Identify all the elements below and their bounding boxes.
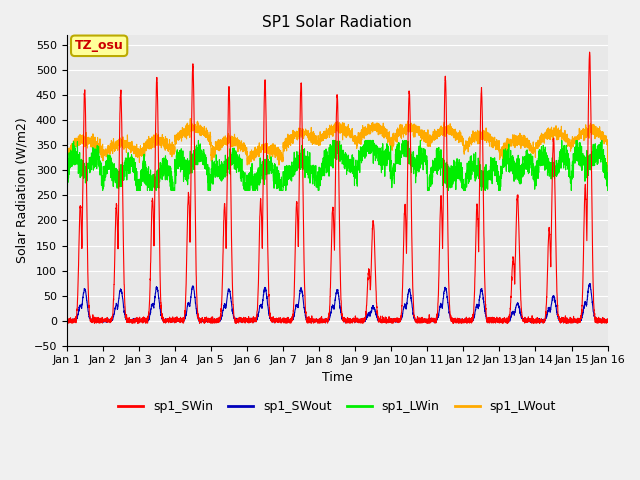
sp1_LWout <box>458 140 466 146</box>
sp1_SWout <box>489 316 497 322</box>
Line: sp1_LWout: sp1_LWout <box>67 119 607 176</box>
sp1_LWin <box>490 164 497 169</box>
Legend: sp1_SWin, sp1_SWout, sp1_LWin, sp1_LWout: sp1_SWin, sp1_SWout, sp1_LWin, sp1_LWout <box>113 396 561 418</box>
sp1_SWout <box>604 318 611 324</box>
Text: TZ_osu: TZ_osu <box>75 39 124 52</box>
Title: SP1 Solar Radiation: SP1 Solar Radiation <box>262 15 412 30</box>
sp1_SWin <box>429 319 436 324</box>
sp1_LWout <box>489 145 497 151</box>
sp1_LWout <box>186 116 194 121</box>
sp1_SWout <box>160 318 168 324</box>
sp1_SWin <box>63 317 70 323</box>
sp1_SWin <box>160 318 168 324</box>
X-axis label: Time: Time <box>322 371 353 384</box>
sp1_LWout <box>603 137 611 143</box>
sp1_SWin <box>458 317 466 323</box>
sp1_LWin <box>63 188 71 193</box>
sp1_SWout <box>63 318 70 324</box>
Line: sp1_SWin: sp1_SWin <box>67 52 607 323</box>
sp1_SWin <box>604 316 611 322</box>
sp1_LWout <box>160 137 168 143</box>
Line: sp1_SWout: sp1_SWout <box>67 284 607 322</box>
sp1_SWout <box>458 318 466 324</box>
sp1_LWout <box>63 155 70 161</box>
sp1_LWin <box>459 176 467 182</box>
sp1_LWin <box>160 163 168 169</box>
sp1_LWout <box>317 137 324 143</box>
sp1_LWin <box>195 138 202 144</box>
sp1_SWin <box>489 317 497 323</box>
sp1_SWout <box>317 316 324 322</box>
sp1_SWout <box>65 319 73 325</box>
sp1_LWin <box>63 168 70 174</box>
sp1_LWin <box>604 182 611 188</box>
sp1_SWin <box>317 316 324 322</box>
sp1_SWin <box>586 49 593 55</box>
sp1_LWin <box>429 175 436 180</box>
Y-axis label: Solar Radiation (W/m2): Solar Radiation (W/m2) <box>15 118 28 264</box>
sp1_SWin <box>65 320 72 326</box>
sp1_SWout <box>429 317 436 323</box>
sp1_SWout <box>586 281 594 287</box>
Line: sp1_LWin: sp1_LWin <box>67 141 607 191</box>
sp1_LWout <box>604 173 611 179</box>
sp1_LWin <box>604 188 611 193</box>
sp1_LWout <box>429 132 436 138</box>
sp1_LWin <box>317 170 325 176</box>
sp1_SWout <box>604 319 611 324</box>
sp1_SWin <box>604 318 611 324</box>
